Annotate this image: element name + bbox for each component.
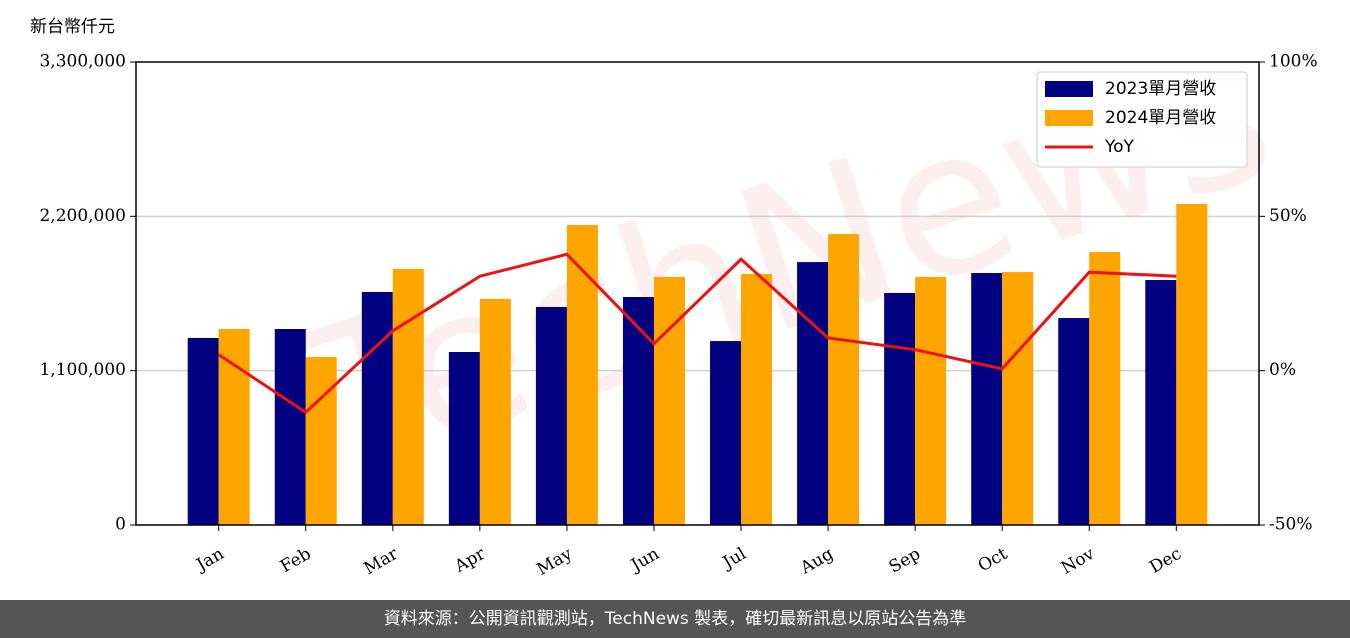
y2-tick-label: -50% <box>1269 515 1313 535</box>
bar <box>448 352 480 525</box>
bar <box>1058 318 1090 525</box>
y-tick-label: 0 <box>115 515 126 535</box>
bar <box>392 268 424 525</box>
bar <box>1089 251 1121 525</box>
footer-bar <box>0 600 1350 638</box>
x-tick-label: Jul <box>718 544 750 574</box>
bar <box>710 341 742 525</box>
bar <box>479 298 511 525</box>
legend-swatch <box>1045 81 1093 97</box>
y-tick-label: 1,100,000 <box>39 360 126 380</box>
footer: 資料來源：公開資訊觀測站，TechNews 製表，確切最新訊息以原站公告為準 <box>384 609 966 629</box>
y-tick-label: 2,200,000 <box>39 206 126 226</box>
bar <box>622 297 654 525</box>
x-tick-label: Jan <box>192 544 228 576</box>
x-tick-label: May <box>533 544 576 580</box>
x-tick-label: Aug <box>796 544 837 579</box>
bar <box>971 273 1003 525</box>
x-tick-label: Jun <box>626 544 663 577</box>
x-tick-label: Apr <box>451 543 490 577</box>
x-tick-label: Nov <box>1058 544 1098 579</box>
legend-label: YoY <box>1104 137 1135 157</box>
x-tick-label: Sep <box>886 544 924 578</box>
bar <box>1002 272 1034 525</box>
plot-frame <box>135 61 1260 526</box>
y2-tick-label: 50% <box>1269 206 1307 226</box>
bar <box>218 328 250 525</box>
x-tick-label: Mar <box>361 543 403 579</box>
legend-label: 2023單月營收 <box>1105 79 1216 99</box>
bar <box>305 357 337 525</box>
y-axis-label: 新台幣仟元 <box>30 17 115 37</box>
bar <box>274 328 306 525</box>
x-tick-label: Dec <box>1146 544 1185 578</box>
bar <box>915 276 947 525</box>
bar <box>566 225 598 526</box>
bar <box>187 337 219 525</box>
line <box>217 252 1177 415</box>
legend-label: 2024單月營收 <box>1105 108 1216 128</box>
bar <box>797 262 829 525</box>
bar <box>361 291 393 525</box>
bar <box>884 292 916 525</box>
bar <box>653 276 685 525</box>
bar <box>535 306 567 525</box>
x-tick-label: Feb <box>277 544 315 577</box>
bar <box>828 234 860 525</box>
y2-tick-label: 0% <box>1269 360 1296 380</box>
bar <box>741 273 773 525</box>
bar <box>1145 280 1177 525</box>
y-tick-label: 3,300,000 <box>39 52 126 72</box>
legend-swatch <box>1045 110 1093 126</box>
x-tick-label: Oct <box>975 544 1011 577</box>
y2-tick-label: 100% <box>1269 52 1318 72</box>
bar <box>1176 203 1208 525</box>
